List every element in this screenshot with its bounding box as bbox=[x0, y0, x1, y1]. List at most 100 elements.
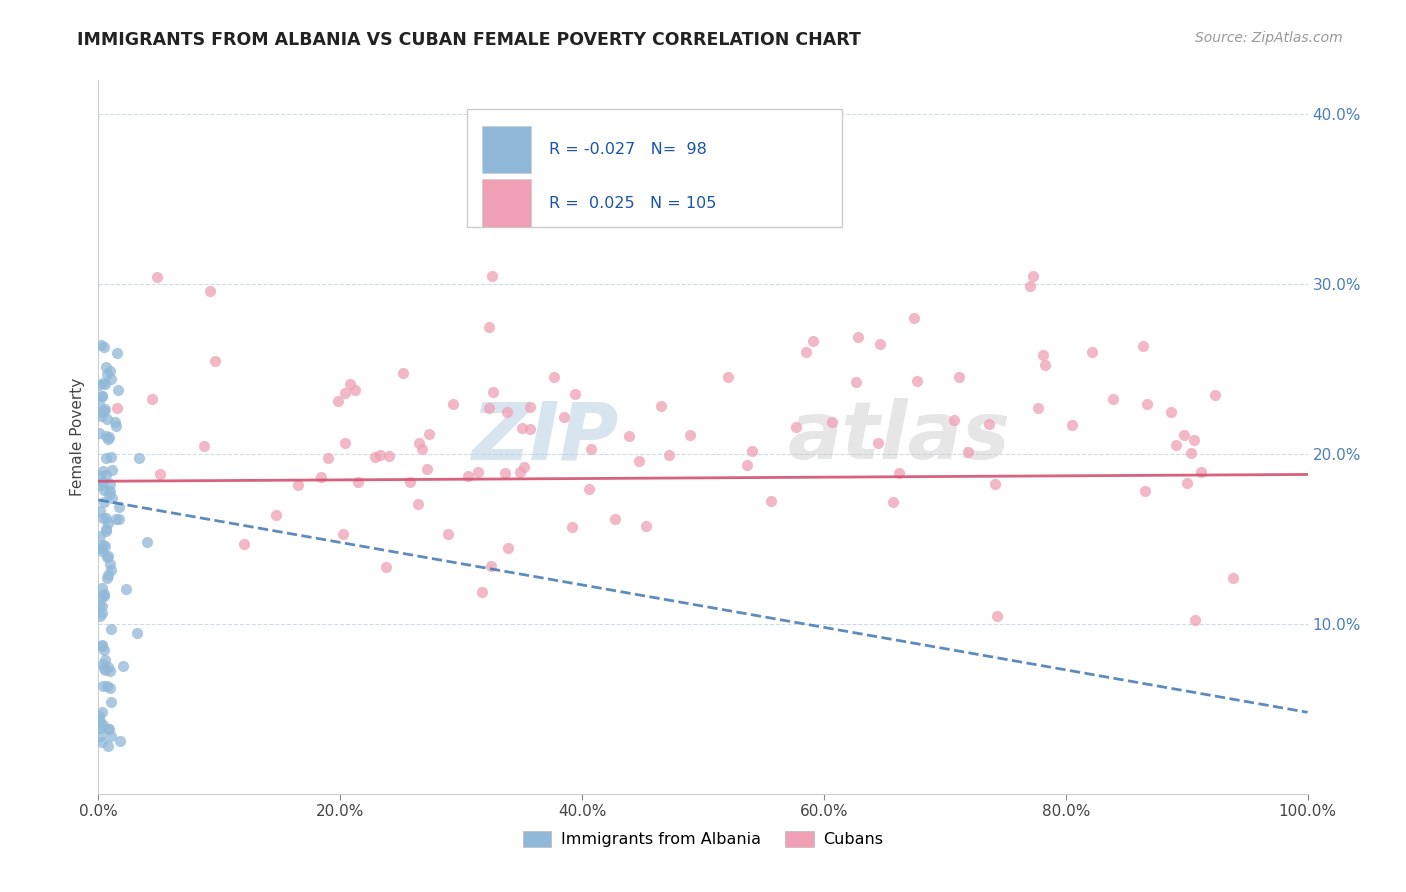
Point bbox=[90, 409, 112, 423]
Point bbox=[198, 284, 221, 298]
Point bbox=[93, 642, 115, 657]
Point bbox=[399, 475, 422, 489]
Point bbox=[87, 598, 110, 612]
Point bbox=[553, 409, 575, 424]
Point bbox=[93, 589, 115, 603]
Point bbox=[564, 387, 586, 401]
Point bbox=[100, 372, 122, 386]
Point bbox=[100, 622, 122, 636]
Point bbox=[617, 429, 640, 443]
Point bbox=[509, 465, 531, 479]
Text: IMMIGRANTS FROM ALBANIA VS CUBAN FEMALE POVERTY CORRELATION CHART: IMMIGRANTS FROM ALBANIA VS CUBAN FEMALE … bbox=[77, 31, 862, 49]
Point bbox=[96, 571, 118, 585]
Point bbox=[942, 413, 965, 427]
Point bbox=[89, 714, 111, 729]
Point bbox=[1032, 349, 1054, 363]
Point bbox=[115, 582, 138, 597]
Point bbox=[1019, 279, 1042, 293]
Point bbox=[309, 470, 332, 484]
Point bbox=[93, 404, 115, 418]
Point bbox=[605, 511, 627, 525]
Point bbox=[1081, 345, 1104, 359]
Point bbox=[97, 568, 120, 582]
Point bbox=[1033, 358, 1056, 372]
Point bbox=[866, 435, 889, 450]
Point bbox=[717, 369, 740, 384]
Point bbox=[1132, 339, 1154, 353]
Point bbox=[977, 417, 1000, 431]
Point bbox=[93, 495, 115, 509]
Point bbox=[100, 563, 122, 577]
Point bbox=[98, 477, 121, 491]
Point bbox=[105, 401, 128, 416]
Legend: Immigrants from Albania, Cubans: Immigrants from Albania, Cubans bbox=[516, 824, 890, 854]
Point bbox=[89, 528, 111, 542]
Point bbox=[107, 383, 129, 397]
Point bbox=[89, 721, 111, 735]
Point bbox=[1180, 446, 1202, 460]
Point bbox=[94, 376, 117, 391]
Point bbox=[948, 370, 970, 384]
Point bbox=[96, 524, 118, 538]
Point bbox=[479, 558, 502, 573]
Point bbox=[89, 503, 111, 517]
Point bbox=[519, 400, 541, 414]
Point bbox=[141, 392, 163, 406]
Point bbox=[457, 468, 479, 483]
Point bbox=[496, 405, 519, 419]
Point bbox=[845, 376, 868, 390]
Point bbox=[1026, 401, 1049, 416]
Point bbox=[87, 378, 110, 392]
Point bbox=[1184, 433, 1206, 447]
Point bbox=[97, 516, 120, 531]
Point bbox=[125, 626, 148, 640]
Point bbox=[128, 451, 150, 466]
Point bbox=[1184, 613, 1206, 627]
Point bbox=[94, 511, 117, 525]
Point bbox=[1175, 476, 1198, 491]
Point bbox=[785, 419, 807, 434]
Point bbox=[93, 587, 115, 601]
Point bbox=[135, 535, 157, 549]
Point bbox=[519, 422, 541, 436]
Point bbox=[105, 512, 128, 526]
Point bbox=[96, 549, 118, 564]
Point bbox=[1173, 428, 1195, 442]
Point bbox=[89, 729, 111, 743]
Point bbox=[332, 527, 354, 541]
Point bbox=[90, 639, 112, 653]
Point bbox=[96, 359, 118, 374]
Point bbox=[477, 401, 499, 415]
Point bbox=[513, 459, 536, 474]
Point bbox=[87, 405, 110, 419]
Point bbox=[467, 465, 489, 479]
Point bbox=[93, 661, 115, 675]
Text: ZIP: ZIP bbox=[471, 398, 619, 476]
Point bbox=[882, 495, 904, 509]
Point bbox=[364, 450, 387, 464]
Point bbox=[108, 512, 131, 526]
Text: Source: ZipAtlas.com: Source: ZipAtlas.com bbox=[1195, 31, 1343, 45]
Point bbox=[93, 475, 115, 490]
Point bbox=[347, 475, 370, 490]
Point bbox=[90, 478, 112, 492]
Point bbox=[97, 549, 120, 563]
Point bbox=[634, 519, 657, 533]
Point bbox=[97, 723, 120, 737]
Point bbox=[794, 345, 817, 359]
Point bbox=[339, 376, 361, 391]
Point bbox=[957, 445, 980, 459]
Point bbox=[406, 497, 429, 511]
Point bbox=[1160, 405, 1182, 419]
Point bbox=[96, 660, 118, 674]
Point bbox=[91, 606, 114, 620]
Point bbox=[91, 464, 114, 478]
Point bbox=[94, 663, 117, 677]
FancyBboxPatch shape bbox=[482, 126, 531, 173]
Point bbox=[790, 133, 813, 147]
Point bbox=[100, 694, 122, 708]
Point bbox=[392, 367, 415, 381]
Y-axis label: Female Poverty: Female Poverty bbox=[70, 378, 86, 496]
Point bbox=[91, 511, 114, 525]
Point bbox=[91, 389, 114, 403]
